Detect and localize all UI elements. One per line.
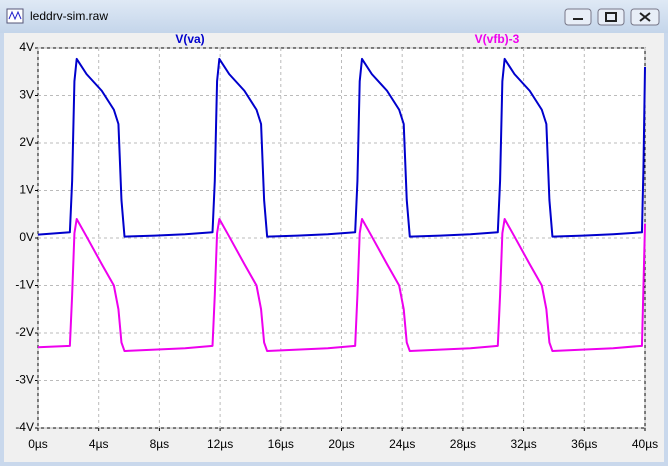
y-tick-label: 4V: [19, 40, 34, 54]
y-tick-label: -1V: [15, 278, 34, 292]
y-tick-label: 3V: [19, 88, 34, 102]
y-tick-label: -2V: [15, 325, 34, 339]
x-tick-label: 0µs: [28, 437, 48, 451]
x-tick-label: 20µs: [328, 437, 354, 451]
restore-icon: [605, 12, 617, 22]
close-icon: [639, 12, 651, 22]
window-icon: [6, 8, 24, 24]
trace: [37, 57, 646, 238]
window-icon-wave: [8, 10, 22, 21]
window-title: leddrv-sim.raw: [30, 9, 108, 23]
legend-entry: V(va): [175, 32, 204, 46]
x-tick-label: 32µs: [510, 437, 536, 451]
minimize-button[interactable]: [564, 8, 592, 26]
y-tick-label: -3V: [15, 373, 34, 387]
y-tick-label: -4V: [15, 420, 34, 434]
x-tick-label: 24µs: [389, 437, 415, 451]
x-tick-label: 8µs: [150, 437, 170, 451]
title-bar: [0, 0, 668, 33]
grid: [35, 47, 646, 431]
x-tick-label: 40µs: [632, 437, 658, 451]
x-tick-label: 12µs: [207, 437, 233, 451]
y-tick-label: 1V: [19, 183, 34, 197]
x-tick-label: 4µs: [89, 437, 109, 451]
restore-button[interactable]: [597, 8, 625, 26]
y-tick-label: 2V: [19, 135, 34, 149]
y-tick-label: 0V: [19, 230, 34, 244]
x-tick-label: 16µs: [268, 437, 294, 451]
traces: [37, 57, 646, 353]
x-tick-label: 28µs: [450, 437, 476, 451]
legend-entry: V(vfb)-3: [475, 32, 520, 46]
x-tick-label: 36µs: [571, 437, 597, 451]
trace: [37, 218, 646, 353]
